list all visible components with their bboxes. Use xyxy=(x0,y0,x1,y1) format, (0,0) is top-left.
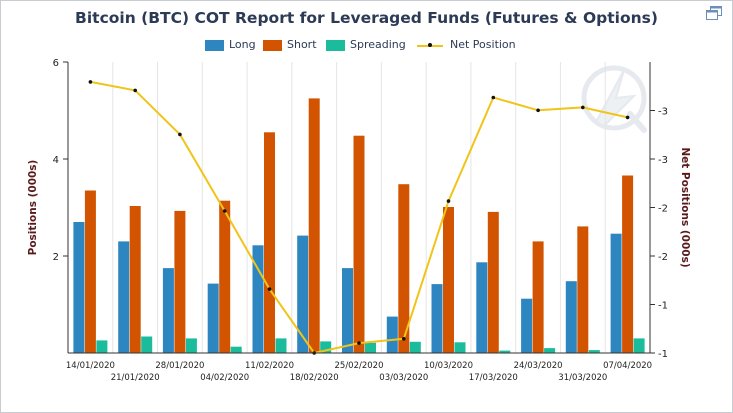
net-position-point xyxy=(267,287,272,291)
y-axis-title: Positions (000s) xyxy=(27,160,39,256)
chart-title: Bitcoin (BTC) COT Report for Leveraged F… xyxy=(75,9,658,27)
x-tick-label: 10/03/2020 xyxy=(424,361,473,371)
y2-tick-label: -1 xyxy=(658,301,668,312)
bar-short xyxy=(308,98,320,354)
x-tick-label: 17/03/2020 xyxy=(469,373,518,383)
bar-spreading xyxy=(588,350,600,353)
bar-spreading xyxy=(409,341,421,353)
y-tick-label: 6 xyxy=(53,58,59,69)
net-position-point xyxy=(402,337,406,341)
x-tick-label: 11/02/2020 xyxy=(245,361,294,371)
x-tick-label: 31/03/2020 xyxy=(558,373,607,383)
net-position-point xyxy=(446,199,451,203)
bar-long xyxy=(521,298,533,353)
y-tick-label: 2 xyxy=(53,252,59,263)
watermark-logo xyxy=(581,65,647,133)
bar-long xyxy=(118,241,130,353)
bar-short xyxy=(84,190,96,353)
legend-swatch-spreading xyxy=(326,40,345,51)
x-tick-label: 07/04/2020 xyxy=(603,361,652,371)
bar-spreading xyxy=(454,342,466,353)
x-tick-label: 25/02/2020 xyxy=(335,361,384,371)
net-position-point xyxy=(178,132,182,137)
bar-short xyxy=(487,211,499,353)
y2-tick-label: -1 xyxy=(658,349,668,360)
y2-axis-title: Net Positions (000s) xyxy=(679,147,691,267)
net-position-point xyxy=(581,105,585,110)
y2-tick-label: -3 xyxy=(658,107,668,118)
bar-short xyxy=(622,175,634,353)
bar-short xyxy=(443,207,454,353)
net-position-point xyxy=(133,88,137,93)
net-position-point xyxy=(625,115,630,120)
bar-spreading xyxy=(275,338,287,353)
y-tick-label: 4 xyxy=(53,155,59,166)
legend-swatch-long xyxy=(205,40,224,51)
x-tick-label: 04/02/2020 xyxy=(200,373,249,383)
bar-short xyxy=(532,241,544,353)
bar-long xyxy=(297,235,309,353)
bar-short xyxy=(353,135,365,353)
bar-spreading xyxy=(141,336,153,353)
x-tick-label: 14/01/2020 xyxy=(66,361,115,371)
x-tick-label: 03/03/2020 xyxy=(379,373,428,383)
net-position-point xyxy=(88,80,93,84)
legend-swatch-short xyxy=(263,40,282,51)
net-position-point xyxy=(536,108,540,113)
bar-long xyxy=(252,245,264,353)
window-restore-icon[interactable] xyxy=(706,5,722,20)
bar-long xyxy=(342,268,353,353)
bar-spreading xyxy=(499,350,511,353)
bar-short xyxy=(174,210,186,353)
legend-label-net-position: Net Position xyxy=(450,38,516,51)
bar-spreading xyxy=(96,340,108,353)
y2-tick-label: -2 xyxy=(658,252,668,263)
x-tick-label: 24/03/2020 xyxy=(514,361,563,371)
x-tick-label: 28/01/2020 xyxy=(155,361,204,371)
bar-long xyxy=(162,268,174,353)
bar-spreading xyxy=(365,342,376,353)
legend-marker-net-position xyxy=(428,43,432,47)
net-position-point xyxy=(222,209,227,213)
bar-long xyxy=(207,283,219,353)
net-position-point xyxy=(357,341,361,345)
bar-short xyxy=(264,132,275,353)
bar-spreading xyxy=(544,348,556,353)
bar-spreading xyxy=(320,341,332,353)
bar-spreading xyxy=(230,346,242,353)
bar-short xyxy=(129,206,141,353)
bar-spreading xyxy=(185,338,197,353)
bar-short xyxy=(398,184,410,353)
bar-long xyxy=(431,284,443,353)
legend-label-short: Short xyxy=(287,38,317,51)
bar-long xyxy=(386,316,398,353)
legend-label-spreading: Spreading xyxy=(350,38,406,51)
bar-spreading xyxy=(633,338,645,353)
bar-short xyxy=(577,226,589,353)
bar-short xyxy=(219,200,231,353)
bar-long xyxy=(565,281,577,353)
y2-tick-label: -2 xyxy=(658,204,668,215)
net-position-point xyxy=(491,95,496,100)
bar-long xyxy=(610,233,622,353)
bar-long xyxy=(476,262,488,353)
x-tick-label: 21/01/2020 xyxy=(111,373,160,383)
y2-tick-label: -3 xyxy=(658,155,668,166)
x-tick-label: 18/02/2020 xyxy=(290,373,339,383)
legend-label-long: Long xyxy=(229,38,256,51)
bar-long xyxy=(73,222,85,353)
